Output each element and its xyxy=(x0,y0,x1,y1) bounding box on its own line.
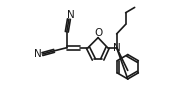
Text: N: N xyxy=(113,43,121,53)
Text: N: N xyxy=(34,49,42,59)
Text: N: N xyxy=(67,10,75,20)
Text: O: O xyxy=(94,28,102,38)
